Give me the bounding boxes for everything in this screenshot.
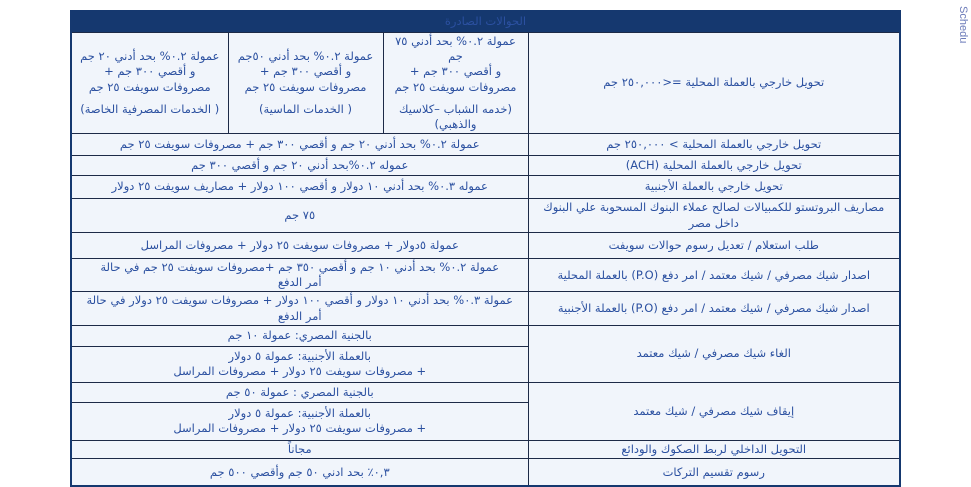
fee-text: بالجنية المصري: عمولة ١٠ جم xyxy=(227,328,372,343)
fee-line: عمولة ٠.٢% بحد أدني ١٠ جم و أقصي ٣٥٠ جم … xyxy=(100,260,500,275)
outgoing-transfers-table: الحوالات الصادرة عمولة ٠.٢% بحد أدني ٢٠ … xyxy=(70,10,901,487)
service-label: اصدار شيك مصرفي / شيك معتمد / امر دفع (P… xyxy=(557,300,870,315)
fee-text: ٠,٣٪ بحد ادني ٥٠ جم وأقصي ٥٠٠ جم xyxy=(209,464,390,479)
table-row: بالعملة الأجنبية: عمولة ٥ دولار + مصروفا… xyxy=(70,345,900,383)
service-cell: التحويل الداخلي لربط الصكوك والودائع xyxy=(527,439,901,459)
fee-line: و أقصي ٣٠٠ جم + xyxy=(104,64,196,79)
fee-cell: عمولة ٠.٢% بحد أدني ٢٠ جم و أقصي ٣٠٠ جم … xyxy=(70,133,529,157)
table-row: بالجنية المصري: عمولة ١٠ جم الغاء شيك مص… xyxy=(70,324,901,383)
service-cell: تحويل خارجي بالعملة المحلية > ٢٥٠,٠٠٠ جم xyxy=(527,133,901,157)
table-row: بالجنية المصري : عمولة ٥٠ جم إيقاف شيك م… xyxy=(70,381,901,441)
service-cell: مصاريف البروتستو للكمبيالات لصالح عملاء … xyxy=(527,198,901,234)
service-cell: تحويل خارجي بالعملة المحلية =<٢٥٠,٠٠٠ جم xyxy=(527,31,901,135)
fee-line: بالعملة الأجنبية: عمولة ٥ دولار xyxy=(228,406,371,421)
page: { "side_tab": { "label": "Schedu" }, "he… xyxy=(70,6,969,487)
fee-cell-egp: بالجنية المصري : عمولة ٥٠ جم xyxy=(70,381,529,403)
table-row: عمولة ٠.٢% بحد أدني ١٠ جم و أقصي ٣٥٠ جم … xyxy=(70,258,901,293)
fee-line: + مصروفات سويفت ٢٥ دولار + مصروفات المرا… xyxy=(173,421,427,436)
fee-text: عموله ٠.٣% بحد أدني ١٠ دولار و أقصي ١٠٠ … xyxy=(111,179,488,194)
fee-line: عمولة ٠.٢% بحد أدني ٥٠جم xyxy=(237,49,374,64)
fee-line: مصروفات سويفت ٢٥ جم xyxy=(88,79,211,94)
service-cell: تحويل خارجي بالعملة المحلية (ACH) xyxy=(527,155,901,177)
table-row: عمولة ٠.٢% بحد أدني ٢٠ جم و أقصي ٣٠٠ جم … xyxy=(70,31,901,135)
service-cell: تحويل خارجي بالعملة الأجنبية xyxy=(527,175,901,200)
fee-tier-cell-diamond: عمولة ٠.٢% بحد أدني ٥٠جم و أقصي ٣٠٠ جم +… xyxy=(227,31,384,135)
table-title-text: الحوالات الصادرة xyxy=(444,14,527,29)
fee-cell-fcy: بالعملة الأجنبية: عمولة ٥ دولار + مصروفا… xyxy=(70,345,529,383)
fee-segment-note: ( الخدمات الماسية) xyxy=(258,101,353,116)
fee-cell-fcy: بالعملة الأجنبية: عمولة ٥ دولار + مصروفا… xyxy=(70,401,529,441)
fee-text: بالجنية المصري : عمولة ٥٠ جم xyxy=(225,384,374,399)
fee-line: عمولة ٠.٢% بحد أدني ٢٠ جم xyxy=(80,49,220,64)
schedule-side-tab[interactable]: Schedu xyxy=(957,6,969,44)
service-label: مصاريف البروتستو للكمبيالات لصالح عملاء … xyxy=(543,200,885,230)
fee-tier-cell-private: عمولة ٠.٢% بحد أدني ٢٠ جم و أقصي ٣٠٠ جم … xyxy=(70,31,229,135)
fee-text: مجاناً xyxy=(287,441,312,456)
fee-cell: ٧٥ جم xyxy=(70,198,529,234)
service-label: إيقاف شيك مصرفي / شيك معتمد xyxy=(633,403,795,418)
fee-line: أمر الدفع xyxy=(277,275,322,290)
service-cell: اصدار شيك مصرفي / شيك معتمد / امر دفع (P… xyxy=(527,258,901,293)
fee-line: عمولة ٠.٣% بحد أدني ١٠ دولار و أقصي ١٠٠ … xyxy=(86,293,514,308)
fee-line: بالعملة الأجنبية: عمولة ٥ دولار xyxy=(228,349,371,364)
service-cell: إيقاف شيك مصرفي / شيك معتمد xyxy=(527,381,901,441)
fee-cell: عمولة ٠.٣% بحد أدني ١٠ دولار و أقصي ١٠٠ … xyxy=(70,291,529,326)
fee-line: مصروفات سويفت ٢٥ جم xyxy=(394,79,517,94)
fee-text: عمولة ٠.٢% بحد أدني ٢٠ جم و أقصي ٣٠٠ جم … xyxy=(119,136,480,151)
fee-line: أمر الدفع xyxy=(277,308,322,323)
fee-line: و أقصي ٣٠٠ جم + xyxy=(409,64,502,79)
service-cell: الغاء شيك مصرفي / شيك معتمد xyxy=(527,324,901,383)
fee-cell: عمولة ٥دولار + مصروفات سويفت ٢٥ دولار + … xyxy=(70,232,529,260)
table-row: عمولة ٥دولار + مصروفات سويفت ٢٥ دولار + … xyxy=(70,232,901,260)
tariff-table: الحوالات الصادرة عمولة ٠.٢% بحد أدني ٢٠ … xyxy=(70,10,901,487)
service-cell: اصدار شيك مصرفي / شيك معتمد / امر دفع (P… xyxy=(527,291,901,326)
table-row: عمولة ٠.٢% بحد أدني ٢٠ جم و أقصي ٣٠٠ جم … xyxy=(70,133,901,157)
service-label: رسوم تقسيم التركات xyxy=(662,464,765,479)
fee-cell: عمولة ٠.٢% بحد أدني ١٠ جم و أقصي ٣٥٠ جم … xyxy=(70,258,529,293)
service-label: التحويل الداخلي لربط الصكوك والودائع xyxy=(621,441,807,456)
fee-cell: مجاناً xyxy=(70,439,529,459)
fee-segment-note: (خدمه الشباب –كلاسيك والذهبي) xyxy=(399,101,512,131)
fee-text: عموله ٠.٢%بحد أدني ٢٠ جم و أقصي ٣٠٠ جم xyxy=(191,157,409,172)
fee-cell: عموله ٠.٢%بحد أدني ٢٠ جم و أقصي ٣٠٠ جم xyxy=(70,155,529,177)
fee-cell: عموله ٠.٣% بحد أدني ١٠ دولار و أقصي ١٠٠ … xyxy=(70,175,529,200)
table-row: مجاناً التحويل الداخلي لربط الصكوك والود… xyxy=(70,439,901,459)
table-row: ٧٥ جم مصاريف البروتستو للكمبيالات لصالح … xyxy=(70,198,901,234)
table-row: عموله ٠.٢%بحد أدني ٢٠ جم و أقصي ٣٠٠ جم ت… xyxy=(70,155,901,177)
fee-text: عمولة ٥دولار + مصروفات سويفت ٢٥ دولار + … xyxy=(140,237,459,252)
fee-segment-note: ( الخدمات المصرفية الخاصة) xyxy=(80,101,220,116)
fee-text: ٧٥ جم xyxy=(284,207,316,222)
fee-line: مصروفات سويفت ٢٥ جم xyxy=(244,79,367,94)
table-row: عموله ٠.٣% بحد أدني ١٠ دولار و أقصي ١٠٠ … xyxy=(70,175,901,200)
service-label: تحويل خارجي بالعملة المحلية (ACH) xyxy=(625,157,802,172)
fee-cell-egp: بالجنية المصري: عمولة ١٠ جم xyxy=(70,324,529,347)
fee-tier-cell-youth-classic-gold: عمولة ٠.٢% بحد أدني ٧٥ جم و أقصي ٣٠٠ جم … xyxy=(382,31,529,135)
table-row: ٠,٣٪ بحد ادني ٥٠ جم وأقصي ٥٠٠ جم رسوم تق… xyxy=(70,457,901,487)
fee-cell: ٠,٣٪ بحد ادني ٥٠ جم وأقصي ٥٠٠ جم xyxy=(70,457,529,487)
service-label: تحويل خارجي بالعملة المحلية > ٢٥٠,٠٠٠ جم xyxy=(606,136,822,151)
table-title: الحوالات الصادرة xyxy=(70,10,901,33)
service-label: الغاء شيك مصرفي / شيك معتمد xyxy=(636,346,791,361)
service-label: تحويل خارجي بالعملة الأجنبية xyxy=(644,179,783,194)
fee-line: و أقصي ٣٠٠ جم + xyxy=(259,64,352,79)
fee-line: + مصروفات سويفت ٢٥ دولار + مصروفات المرا… xyxy=(173,364,427,379)
service-label: تحويل خارجي بالعملة المحلية =<٢٥٠,٠٠٠ جم xyxy=(603,75,825,90)
service-label: طلب استعلام / تعديل رسوم حوالات سويفت xyxy=(608,237,819,252)
service-cell: طلب استعلام / تعديل رسوم حوالات سويفت xyxy=(527,232,901,260)
table-row: عمولة ٠.٣% بحد أدني ١٠ دولار و أقصي ١٠٠ … xyxy=(70,291,901,326)
fee-line: عمولة ٠.٢% بحد أدني ٧٥ جم xyxy=(395,34,516,64)
service-cell: رسوم تقسيم التركات xyxy=(527,457,901,487)
service-label: اصدار شيك مصرفي / شيك معتمد / امر دفع (P… xyxy=(557,267,871,282)
